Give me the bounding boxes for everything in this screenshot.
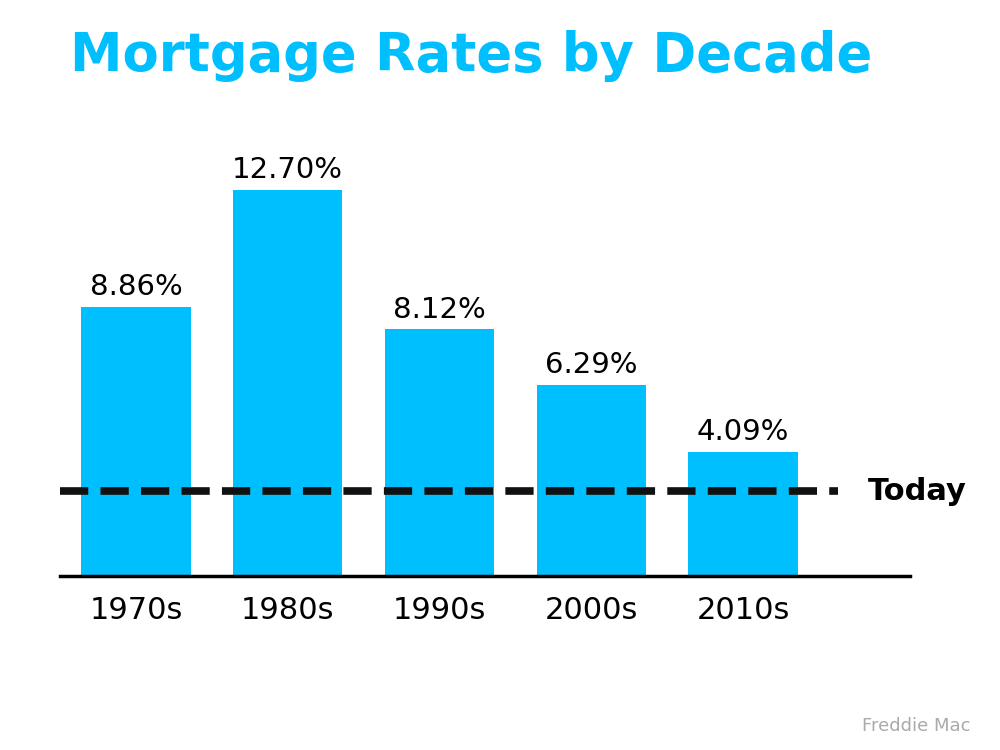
- Text: Freddie Mac: Freddie Mac: [862, 717, 970, 735]
- Text: Today: Today: [868, 477, 966, 506]
- Text: 12.70%: 12.70%: [232, 156, 343, 184]
- Text: 6.29%: 6.29%: [545, 352, 638, 380]
- Text: Mortgage Rates by Decade: Mortgage Rates by Decade: [70, 30, 872, 82]
- Text: 4.09%: 4.09%: [697, 419, 789, 446]
- Text: 8.12%: 8.12%: [393, 296, 486, 324]
- Bar: [233, 190, 342, 577]
- Bar: [81, 307, 191, 577]
- Bar: [688, 452, 798, 577]
- Bar: [385, 329, 494, 577]
- Bar: [537, 385, 646, 577]
- Text: 8.86%: 8.86%: [90, 273, 182, 302]
